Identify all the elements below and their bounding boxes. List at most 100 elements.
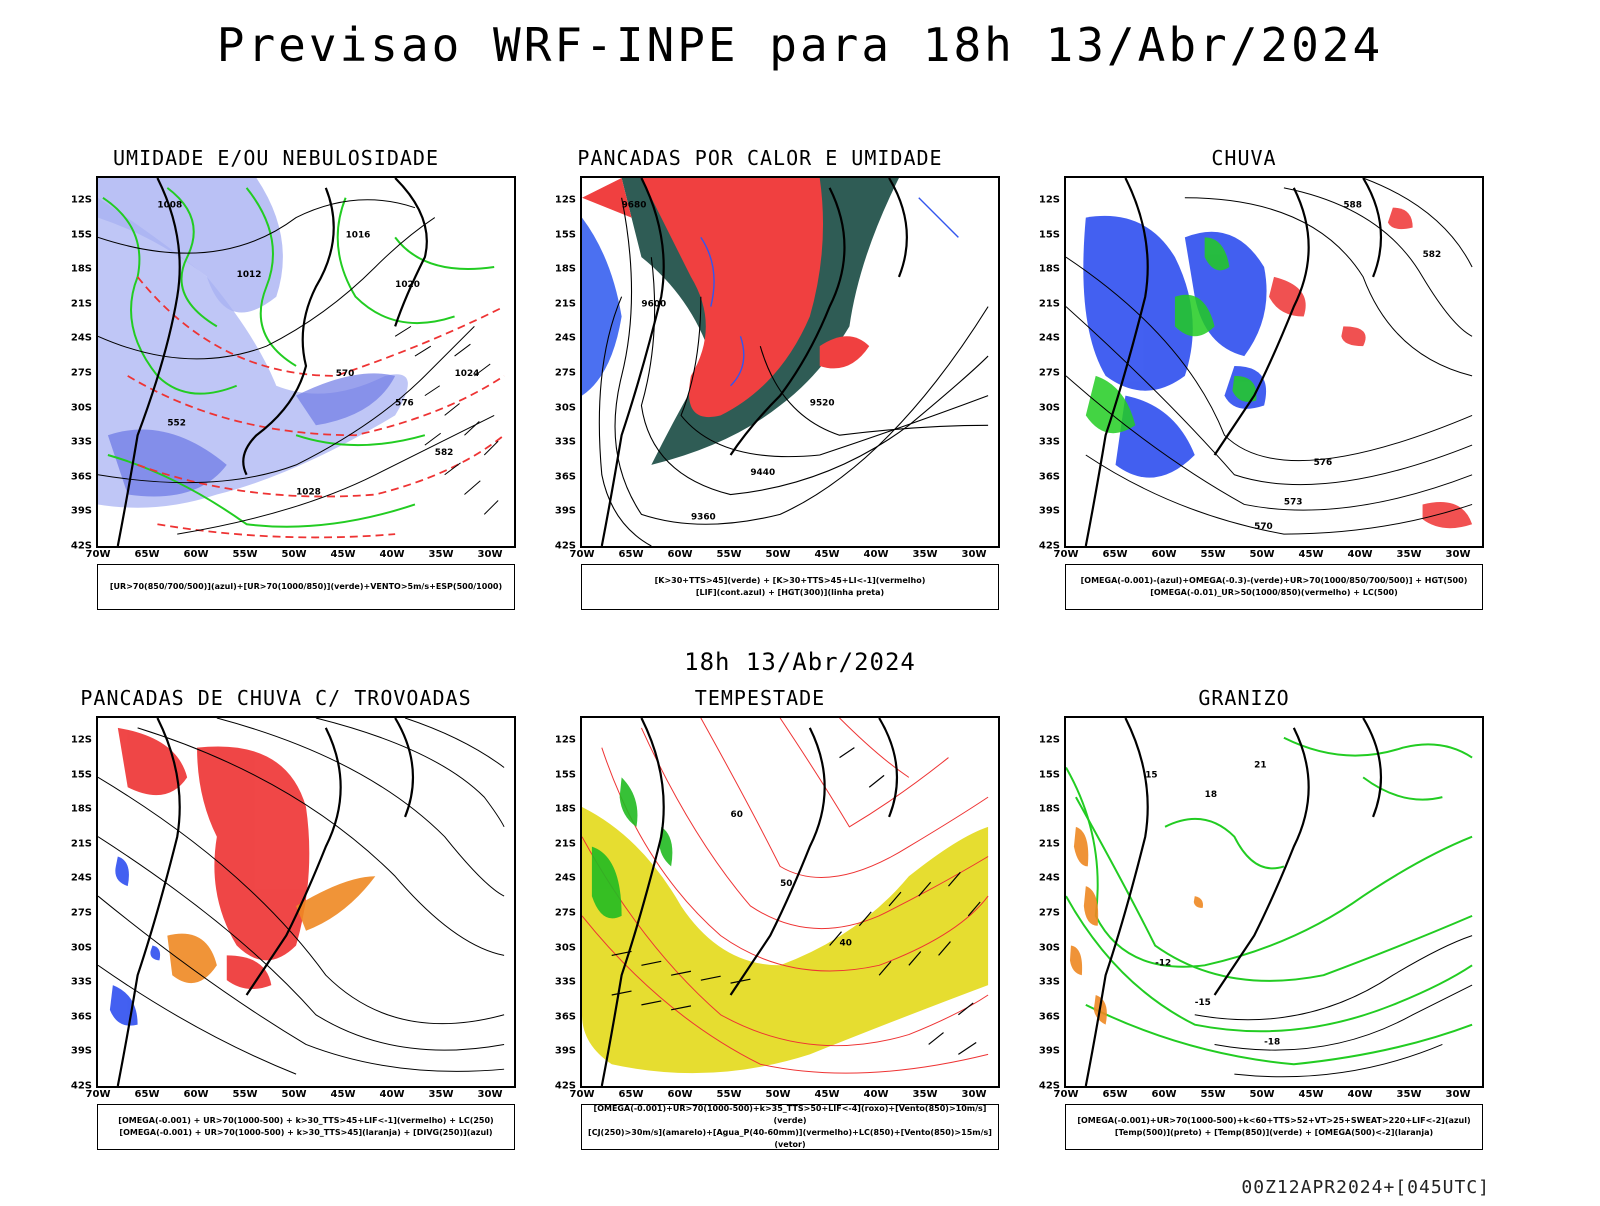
coastline: [116, 178, 428, 546]
lat-tick-label: 42S: [1038, 540, 1060, 552]
lon-tick-label: 70W: [569, 549, 595, 560]
contour-label: 570: [336, 369, 355, 379]
lon-tick-label: 65W: [618, 549, 644, 560]
lat-tick-label: 21S: [554, 298, 576, 310]
lon-axis: 70W 65W 60W 55W 50W 45W 40W 35W 30W: [86, 549, 516, 563]
contour-label: -12: [1155, 958, 1171, 968]
legend-line: [K>30+TTS>45](verde) + [K>30+TTS>45+LI<-…: [654, 576, 926, 585]
lon-tick-label: 35W: [1396, 549, 1422, 560]
legend-line: [LIF](cont.azul) + [HGT(300)](linha pret…: [695, 588, 885, 597]
lat-tick-label: 33S: [70, 436, 92, 448]
contour-label: 40: [840, 939, 852, 949]
panel-granizo: GRANIZO 12S 15S 18S 21S 24S 27S 30S 33S 36S 39S 42…: [1024, 686, 1484, 1206]
lat-axis: 12S 15S 18S 21S 24S 27S 30S 33S 36S 39S 42S: [56, 176, 94, 552]
lon-tick-label: 50W: [281, 549, 307, 560]
lat-tick-label: 33S: [70, 976, 92, 988]
contour-label: 50: [780, 879, 792, 889]
lat-tick-label: 24S: [70, 332, 92, 344]
lat-tick-label: 39S: [70, 505, 92, 517]
lat-tick-label: 15S: [1038, 229, 1060, 241]
lon-tick-label: 65W: [1102, 549, 1128, 560]
lon-tick-label: 70W: [85, 549, 111, 560]
streamlines: [1066, 178, 1473, 535]
lat-axis: 12S 15S 18S 21S 24S 27S 30S 33S 36S 39S 42S: [540, 176, 578, 552]
lat-tick-label: 21S: [554, 838, 576, 850]
lon-tick-label: 30W: [961, 1089, 987, 1100]
lon-tick-label: 55W: [232, 549, 258, 560]
map-granizo-canvas: -12 -15 -18 15 18 21: [1066, 718, 1473, 1086]
lat-tick-label: 15S: [70, 229, 92, 241]
panel-title: PANCADAS POR CALOR E UMIDADE: [577, 146, 943, 170]
lat-tick-label: 15S: [70, 769, 92, 781]
contour-label: 9600: [641, 300, 666, 310]
lat-tick-label: 18S: [554, 803, 576, 815]
lon-tick-label: 30W: [961, 549, 987, 560]
lat-tick-label: 30S: [1038, 402, 1060, 414]
lat-tick-label: 24S: [554, 332, 576, 344]
lon-tick-label: 60W: [1151, 549, 1177, 560]
lat-tick-label: 36S: [1038, 1011, 1060, 1023]
map-umidade-canvas: 1008 1012 1016 1020 1024 1028 570 576 582 552: [98, 178, 505, 546]
legend-line: [OMEGA(-0.001)-(azul)+OMEGA(-0.3)-(verde…: [1080, 576, 1468, 585]
contour-label: 576: [1314, 458, 1333, 468]
hgt-contours: [598, 197, 989, 546]
coastline: [600, 178, 908, 546]
lat-tick-label: 27S: [554, 367, 576, 379]
lat-axis: 12S 15S 18S 21S 24S 27S 30S 33S 36S 39S 42S: [1024, 176, 1062, 552]
lon-tick-label: 45W: [1298, 549, 1324, 560]
panel-title: CHUVA: [1211, 146, 1277, 170]
panel-title: UMIDADE E/OU NEBULOSIDADE: [112, 146, 440, 170]
orange-omega-areas: [1069, 826, 1204, 1025]
lon-tick-label: 50W: [765, 549, 791, 560]
contour-label: -18: [1264, 1037, 1280, 1047]
lat-tick-label: 39S: [554, 1045, 576, 1057]
panel-title: PANCADAS DE CHUVA C/ TROVOADAS: [80, 686, 472, 710]
lat-tick-label: 30S: [554, 402, 576, 414]
lon-tick-label: 60W: [667, 549, 693, 560]
blue-omega-areas: [1083, 215, 1267, 478]
lat-tick-label: 36S: [70, 1011, 92, 1023]
lat-tick-label: 27S: [1038, 367, 1060, 379]
lat-tick-label: 39S: [554, 505, 576, 517]
lon-tick-label: 50W: [281, 1089, 307, 1100]
map-umidade: 1008 1012 1016 1020 1024 1028 570 576 582 552: [96, 176, 516, 548]
lon-tick-label: 70W: [569, 1089, 595, 1100]
lon-tick-label: 45W: [814, 549, 840, 560]
lon-axis: 70W 65W 60W 55W 50W 45W 40W 35W 30W: [570, 549, 1000, 563]
lat-tick-label: 21S: [70, 838, 92, 850]
lat-tick-label: 18S: [1038, 803, 1060, 815]
lon-tick-label: 55W: [1200, 1089, 1226, 1100]
lat-tick-label: 21S: [1038, 838, 1060, 850]
red-instability-area: [582, 178, 632, 218]
lat-tick-label: 12S: [554, 194, 576, 206]
red-instability-area: [819, 336, 870, 369]
legend: [UR>70(850/700/500)](azul)+[UR>70(1000/8…: [97, 564, 515, 610]
lon-tick-label: 40W: [379, 1089, 405, 1100]
lat-tick-label: 21S: [70, 298, 92, 310]
lat-tick-label: 18S: [70, 803, 92, 815]
map-pancadas-calor: 9680 9600 9520 9440 9360: [580, 176, 1000, 548]
legend: [K>30+TTS>45](verde) + [K>30+TTS>45+LI<-…: [581, 564, 999, 610]
lon-tick-label: 70W: [85, 1089, 111, 1100]
lon-tick-label: 60W: [183, 549, 209, 560]
lon-tick-label: 65W: [618, 1089, 644, 1100]
legend-line: [OMEGA(-0.001)+UR>70(1000-500)+k<60+TTS>…: [1077, 1116, 1471, 1125]
lat-axis: 12S 15S 18S 21S 24S 27S 30S 33S 36S 39S 42S: [540, 716, 578, 1092]
contour-label: 582: [435, 448, 454, 458]
blue-humidity-area: [296, 373, 396, 426]
map-trovoadas: [96, 716, 516, 1088]
lat-tick-label: 15S: [1038, 769, 1060, 781]
lon-tick-label: 30W: [1445, 1089, 1471, 1100]
contour-label: 588: [1343, 201, 1362, 211]
lon-tick-label: 40W: [863, 1089, 889, 1100]
coastline: [116, 718, 414, 1086]
lon-tick-label: 45W: [330, 1089, 356, 1100]
blue-humidity-area: [98, 197, 408, 508]
lon-tick-label: 65W: [1102, 1089, 1128, 1100]
green-temp850-contours: [1066, 736, 1473, 1066]
lon-tick-label: 55W: [716, 549, 742, 560]
lat-tick-label: 18S: [70, 263, 92, 275]
legend-line: [OMEGA(-0.01)_UR>50(1000/850)(vermelho) …: [1150, 588, 1398, 597]
panel-tempestade: TEMPESTADE 12S 15S 18S 21S 24S 27S 30S 33S 36S 39…: [540, 686, 1000, 1206]
blue-lif-area: [582, 217, 622, 396]
